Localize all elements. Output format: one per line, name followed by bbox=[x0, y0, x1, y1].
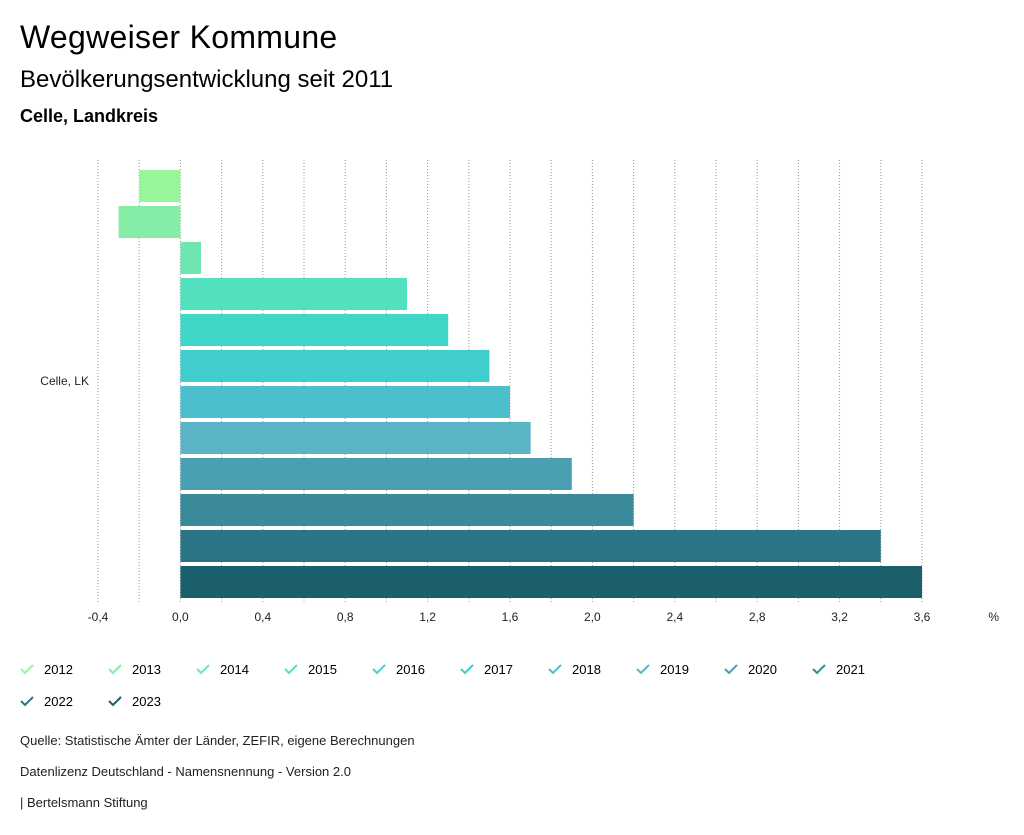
legend-label: 2021 bbox=[836, 661, 865, 677]
check-icon bbox=[20, 696, 34, 707]
legend-item-2020[interactable]: 2020 bbox=[724, 658, 777, 680]
legend-item-2021[interactable]: 2021 bbox=[812, 658, 865, 680]
check-icon bbox=[284, 664, 298, 675]
source-note: Quelle: Statistische Ämter der Länder, Z… bbox=[20, 733, 415, 748]
check-icon bbox=[724, 664, 738, 675]
check-icon bbox=[108, 696, 122, 707]
check-icon bbox=[548, 664, 562, 675]
legend-item-2014[interactable]: 2014 bbox=[196, 658, 249, 680]
bar-2016[interactable] bbox=[180, 314, 449, 346]
bar-2021[interactable] bbox=[180, 494, 634, 526]
legend-item-2018[interactable]: 2018 bbox=[548, 658, 601, 680]
legend-label: 2018 bbox=[572, 661, 601, 677]
license-note: Datenlizenz Deutschland - Namensnennung … bbox=[20, 764, 351, 779]
publisher-note: | Bertelsmann Stiftung bbox=[20, 795, 148, 810]
check-icon bbox=[460, 664, 474, 675]
chart-bars bbox=[118, 170, 922, 598]
bar-2023[interactable] bbox=[180, 566, 922, 598]
legend-item-2022[interactable]: 2022 bbox=[20, 690, 73, 712]
x-axis-unit: % bbox=[988, 610, 999, 624]
legend-label: 2012 bbox=[44, 661, 73, 677]
x-tick-label: 2,4 bbox=[666, 610, 683, 624]
legend-label: 2016 bbox=[396, 661, 425, 677]
x-tick-label: 0,0 bbox=[172, 610, 189, 624]
legend-item-2012[interactable]: 2012 bbox=[20, 658, 73, 680]
legend-label: 2023 bbox=[132, 693, 161, 709]
x-tick-label: 3,2 bbox=[831, 610, 848, 624]
legend-label: 2014 bbox=[220, 661, 249, 677]
legend-item-2017[interactable]: 2017 bbox=[460, 658, 513, 680]
check-icon bbox=[196, 664, 210, 675]
bar-2019[interactable] bbox=[180, 422, 531, 454]
legend-label: 2022 bbox=[44, 693, 73, 709]
bar-2022[interactable] bbox=[180, 530, 881, 562]
bar-2018[interactable] bbox=[180, 386, 510, 418]
bar-2013[interactable] bbox=[118, 206, 181, 238]
bar-2015[interactable] bbox=[180, 278, 407, 310]
legend-label: 2017 bbox=[484, 661, 513, 677]
check-icon bbox=[372, 664, 386, 675]
check-icon bbox=[636, 664, 650, 675]
check-icon bbox=[108, 664, 122, 675]
y-category-label: Celle, LK bbox=[40, 374, 89, 388]
x-tick-label: 1,6 bbox=[502, 610, 519, 624]
x-tick-label: -0,4 bbox=[88, 610, 109, 624]
check-icon bbox=[20, 664, 34, 675]
legend-item-2015[interactable]: 2015 bbox=[284, 658, 337, 680]
legend-label: 2019 bbox=[660, 661, 689, 677]
x-tick-label: 0,4 bbox=[254, 610, 271, 624]
x-tick-label: 3,6 bbox=[914, 610, 931, 624]
bar-2020[interactable] bbox=[180, 458, 572, 490]
x-axis-ticks: -0,4 0,0 0,4 0,8 1,2 1,6 2,0 2,4 2,8 3,2 3,6 bbox=[88, 610, 931, 624]
legend-item-2016[interactable]: 2016 bbox=[372, 658, 425, 680]
chart-subtitle: Bevölkerungsentwicklung seit 2011 bbox=[20, 66, 394, 93]
legend-label: 2015 bbox=[308, 661, 337, 677]
legend-label: 2020 bbox=[748, 661, 777, 677]
legend-item-2019[interactable]: 2019 bbox=[636, 658, 689, 680]
bar-2014[interactable] bbox=[180, 242, 201, 274]
region-label: Celle, Landkreis bbox=[20, 106, 159, 126]
legend-item-2013[interactable]: 2013 bbox=[108, 658, 161, 680]
legend-label: 2013 bbox=[132, 661, 161, 677]
bar-chart: -0,4 0,0 0,4 0,8 1,2 1,6 2,0 2,4 2,8 3,2 3,6 Celle… bbox=[40, 160, 999, 624]
bar-2012[interactable] bbox=[139, 170, 181, 202]
x-tick-label: 2,0 bbox=[584, 610, 601, 624]
x-tick-label: 1,2 bbox=[419, 610, 436, 624]
legend-item-2023[interactable]: 2023 bbox=[108, 690, 161, 712]
check-icon bbox=[812, 664, 826, 675]
page-title: Wegweiser Kommune bbox=[20, 19, 338, 55]
x-tick-label: 0,8 bbox=[337, 610, 354, 624]
bar-2017[interactable] bbox=[180, 350, 490, 382]
x-tick-label: 2,8 bbox=[749, 610, 766, 624]
